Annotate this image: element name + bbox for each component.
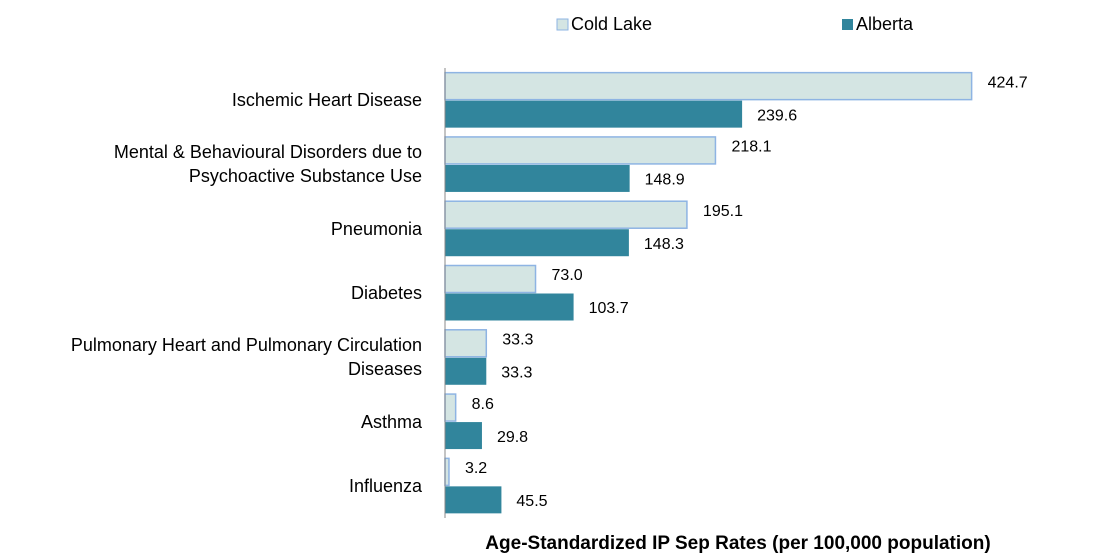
bar <box>445 357 487 385</box>
bar <box>445 229 629 257</box>
category-label: Mental & Behavioural Disorders due to Ps… <box>113 142 422 187</box>
value-label: 3.2 <box>465 460 487 477</box>
bar <box>444 136 717 165</box>
bar <box>444 329 488 358</box>
legend-swatch <box>556 18 569 31</box>
value-label: 33.3 <box>501 365 532 382</box>
category-label: Pneumonia <box>330 218 422 239</box>
category-label: Asthma <box>360 411 422 432</box>
bar <box>444 264 537 294</box>
value-label: 239.6 <box>757 107 797 124</box>
x-axis-title: Age-Standardized IP Sep Rates (per 100,0… <box>485 533 990 554</box>
bar <box>444 393 457 422</box>
value-label: 8.6 <box>472 396 494 413</box>
bar <box>445 164 630 192</box>
bar <box>444 71 973 101</box>
category-label: Diabetes <box>350 283 422 303</box>
value-label: 148.9 <box>645 172 685 189</box>
value-label: 45.5 <box>516 493 547 510</box>
value-label: 33.3 <box>502 332 533 349</box>
value-label: 195.1 <box>703 203 743 220</box>
category-label: Ischemic Heart Disease <box>231 90 422 111</box>
bar <box>444 200 688 229</box>
value-label: 29.8 <box>497 429 528 446</box>
bar <box>445 100 743 128</box>
legend-label: Cold Lake <box>571 14 652 34</box>
value-label: 73.0 <box>552 267 583 284</box>
value-label: 148.3 <box>644 236 684 253</box>
value-label: 424.7 <box>988 74 1028 91</box>
bar <box>445 293 574 321</box>
category-label: Pulmonary Heart and Pulmonary Circulatio… <box>70 335 422 380</box>
legend-swatch <box>842 19 853 30</box>
value-label: 103.7 <box>589 300 629 317</box>
legend-label: Alberta <box>856 14 914 34</box>
bar <box>444 457 450 487</box>
category-label: Influenza <box>348 475 422 496</box>
bar <box>445 422 482 450</box>
value-label: 218.1 <box>731 139 771 156</box>
bar <box>445 486 502 514</box>
